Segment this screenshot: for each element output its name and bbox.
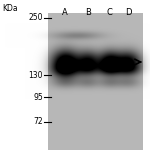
Text: KDa: KDa [2,4,18,13]
Text: D: D [125,8,131,17]
Text: 72: 72 [33,118,43,127]
Text: C: C [106,8,112,17]
Text: B: B [85,8,91,17]
Text: 130: 130 [28,70,43,79]
Text: 95: 95 [33,92,43,101]
Text: 250: 250 [28,13,43,22]
Text: A: A [62,8,68,17]
